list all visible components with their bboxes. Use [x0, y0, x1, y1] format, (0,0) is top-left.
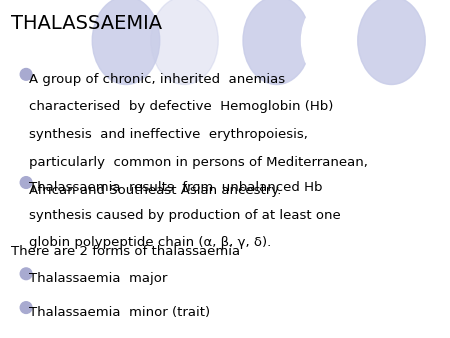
Text: Thalassaemia  major: Thalassaemia major: [29, 272, 167, 285]
Text: A group of chronic, inherited  anemias: A group of chronic, inherited anemias: [29, 73, 285, 86]
Ellipse shape: [151, 0, 218, 84]
Text: There are 2 forms of thalassaemia: There are 2 forms of thalassaemia: [11, 245, 240, 258]
Text: Thalassaemia  minor (trait): Thalassaemia minor (trait): [29, 306, 211, 319]
Ellipse shape: [358, 0, 425, 84]
Ellipse shape: [302, 0, 369, 84]
Text: synthesis caused by production of at least one: synthesis caused by production of at lea…: [29, 209, 341, 221]
Ellipse shape: [20, 177, 32, 188]
Ellipse shape: [20, 69, 32, 80]
Text: African and Southeast Asian ancestry.: African and Southeast Asian ancestry.: [29, 184, 282, 196]
Ellipse shape: [20, 302, 32, 313]
Text: Thalassaemia  results  from  unbalanced Hb: Thalassaemia results from unbalanced Hb: [29, 181, 323, 194]
Text: globin polypeptide chain (α, β, γ, δ).: globin polypeptide chain (α, β, γ, δ).: [29, 236, 271, 249]
Text: THALASSAEMIA: THALASSAEMIA: [11, 14, 162, 32]
Ellipse shape: [243, 0, 310, 84]
Text: characterised  by defective  Hemoglobin (Hb): characterised by defective Hemoglobin (H…: [29, 100, 333, 113]
Ellipse shape: [92, 0, 160, 84]
Ellipse shape: [20, 268, 32, 280]
Text: particularly  common in persons of Mediterranean,: particularly common in persons of Medite…: [29, 156, 368, 169]
Text: synthesis  and ineffective  erythropoiesis,: synthesis and ineffective erythropoiesis…: [29, 128, 308, 141]
